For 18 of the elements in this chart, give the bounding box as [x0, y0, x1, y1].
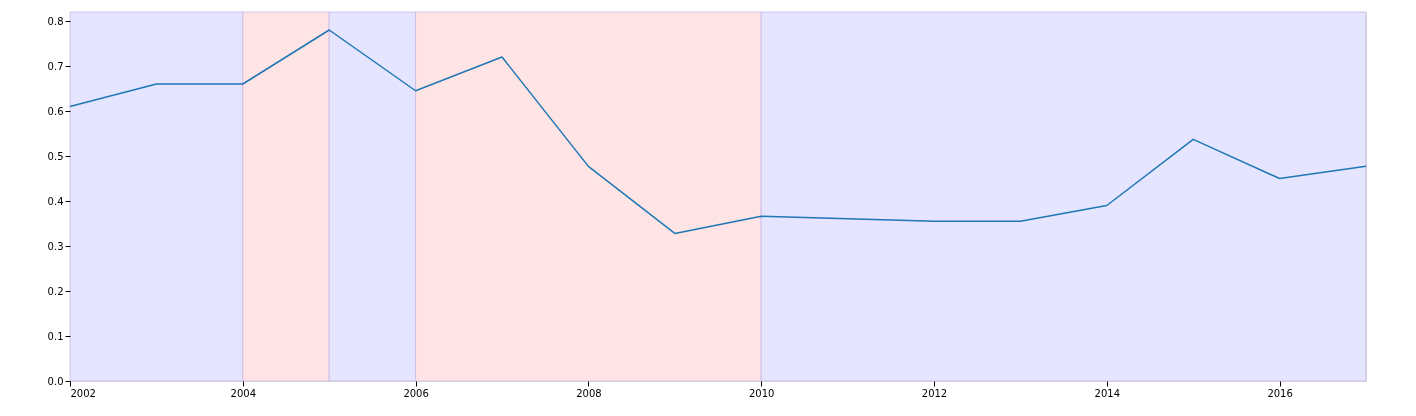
x-tick-label: 2006 — [403, 387, 429, 399]
x-tick-label: 2004 — [230, 387, 257, 399]
x-tick-label: 2010 — [748, 387, 775, 399]
x-tick-label: 2008 — [576, 387, 602, 399]
y-tick-label: 0.1 — [47, 330, 64, 342]
x-tick-label: 2012 — [921, 387, 948, 399]
x-tick-label: 2014 — [1094, 387, 1121, 399]
line-series — [69, 29, 1367, 235]
y-tick-label: 0.5 — [47, 150, 64, 162]
y-tick-label: 0.6 — [47, 105, 64, 117]
y-tick-label: 0.7 — [47, 60, 64, 72]
y-tick-label: 0.4 — [47, 195, 64, 207]
y-tick-label: 0.2 — [47, 285, 64, 297]
x-tick-label: 2016 — [1267, 387, 1293, 399]
y-tick-label: 0.0 — [47, 375, 64, 387]
y-tick-label: 0.8 — [47, 15, 64, 27]
x-tick-label: 2002 — [70, 387, 96, 399]
y-tick-label: 0.3 — [47, 240, 64, 252]
